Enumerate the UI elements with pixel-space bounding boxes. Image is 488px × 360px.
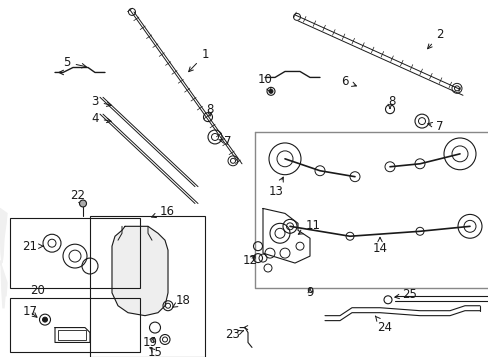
Bar [10,298,140,352]
Text: 18: 18 [172,294,190,307]
Text: 16: 16 [151,205,174,218]
Text: 4: 4 [91,112,111,125]
Polygon shape [0,208,7,263]
Text: 12: 12 [242,253,257,266]
Text: 8: 8 [387,95,395,108]
Bar [10,219,140,288]
Text: 5: 5 [63,56,86,69]
Text: 10: 10 [257,73,272,92]
Text: 13: 13 [268,177,283,198]
Bar [90,216,204,357]
Text: 15: 15 [147,346,162,359]
Text: 3: 3 [91,95,111,108]
Circle shape [42,317,47,322]
Text: 22: 22 [70,189,85,206]
Text: 9: 9 [305,286,313,299]
Text: 25: 25 [394,288,417,301]
Text: 17: 17 [22,305,38,318]
Text: 7: 7 [427,120,443,132]
Text: 7: 7 [218,135,231,148]
Bar [58,329,86,341]
Text: 14: 14 [372,237,386,255]
Text: 24: 24 [375,316,392,334]
Text: 21: 21 [22,240,43,253]
Text: 2: 2 [427,28,443,49]
Text: 23: 23 [225,328,243,341]
Polygon shape [0,261,7,308]
Text: 20: 20 [30,284,45,297]
Text: 19: 19 [142,336,157,349]
Text: 6: 6 [341,75,356,88]
Polygon shape [112,226,168,316]
Circle shape [268,89,272,93]
Text: 8: 8 [206,103,213,116]
Circle shape [80,200,86,207]
Text: 1: 1 [188,48,208,72]
Text: 11: 11 [298,219,320,234]
